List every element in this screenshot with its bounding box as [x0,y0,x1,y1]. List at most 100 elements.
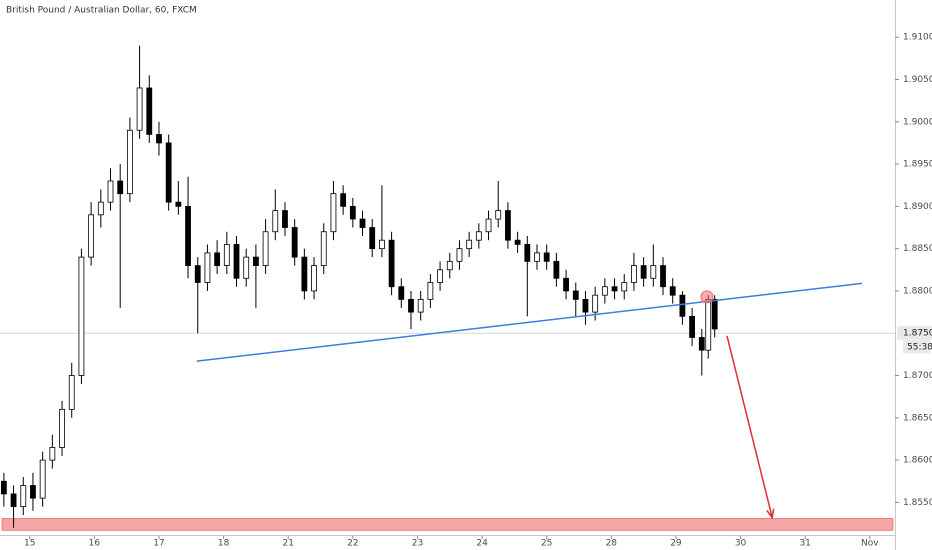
candle-body [243,256,250,279]
y-tick-label: 1.86500 [903,413,932,423]
candle-body [698,337,705,351]
x-tick-label: 22 [347,539,358,549]
x-tick-label: 18 [218,539,230,549]
y-tick-label: 1.87000 [903,371,932,381]
candle-body [398,286,405,300]
x-tick-label: 29 [670,539,682,549]
candle-body [185,205,191,266]
candle-body [379,239,385,250]
candle-body [262,231,269,266]
candle-body [146,87,153,135]
candle-body [572,290,579,300]
projection-arrow [726,335,773,518]
candle-body [711,299,718,330]
candle-body [340,193,347,207]
candle-body [156,134,162,144]
candle-body [88,214,95,258]
candle-body [204,252,211,283]
candle-body [514,239,521,245]
x-tick-label: 15 [24,539,35,549]
candle-body [175,201,182,207]
y-tick-label: 1.88000 [903,286,932,296]
candle-body [136,87,143,131]
candle-body [495,210,502,220]
candle-body [650,265,657,279]
candle-body [466,239,473,250]
candle-body [349,205,356,220]
candle-body [611,286,618,292]
support-zone [1,518,894,531]
candle-body [621,282,628,292]
x-tick-label: 25 [541,539,552,549]
candle-body [10,493,17,508]
x-tick-label: 17 [153,539,164,549]
break-marker [700,290,714,304]
countdown: 55:38 [907,343,932,353]
candle-body [223,244,230,266]
x-tick-label: 28 [606,539,618,549]
candle-body [272,210,279,233]
candle-body [194,265,201,283]
y-tick-label: 1.90500 [903,75,932,85]
candle-body [679,294,686,317]
y-tick-label: 1.89500 [903,160,932,170]
candle-body [660,265,666,288]
candle-body [165,142,172,203]
candle-body [485,218,492,233]
candle-body [369,227,376,250]
trendline [196,282,863,362]
candle-body [705,299,712,351]
countdown-badge [903,340,930,354]
candle-body [601,286,608,296]
candle-body [282,210,288,228]
candle-body [126,129,133,195]
candle-body [534,252,540,262]
x-tick-label: 24 [476,539,488,549]
candle-body [505,210,511,241]
candle-body [0,480,7,495]
candle-body [49,447,56,461]
candle-body [78,256,85,376]
y-tick-label: 1.89000 [903,202,932,212]
last-price-badge [897,326,932,341]
chart-title: British Pound / Australian Dollar, 60, F… [6,6,197,16]
candle-body [446,260,453,271]
arrow-head [766,508,775,520]
candle-body [640,265,647,279]
candle-body [408,299,414,313]
y-tick-label: 1.91000 [903,33,932,43]
candle-body [359,218,366,228]
candle-body [456,248,463,262]
candle-body [59,408,65,448]
candle-body [563,277,569,292]
y-tick-label: 1.90000 [903,117,932,127]
y-tick-label: 1.86000 [903,456,932,466]
y-tick-label: 1.85500 [903,498,932,508]
candle-body [20,485,27,508]
candle-body [107,180,114,203]
candle-body [388,239,395,288]
x-tick-label: 31 [799,539,810,549]
candle-body [214,252,221,266]
candle-body [39,459,46,499]
y-tick-label: 1.88500 [903,244,932,254]
candle-body [582,299,589,313]
x-tick-label: Nov [861,539,879,549]
candle-body [330,193,337,233]
candle-body [291,227,298,258]
x-tick-label: 16 [89,539,101,549]
candle-body [30,485,36,499]
candle-body [97,201,104,216]
candle-body [592,294,599,313]
candle-body [543,252,550,262]
x-tick-label: 30 [735,539,747,549]
candle-body [252,256,259,266]
candle-body [669,286,676,296]
x-tick-label: 23 [412,539,423,549]
candle-body [311,265,317,292]
candle-body [301,256,308,292]
candle-body [427,282,434,300]
candle-body [475,231,482,241]
